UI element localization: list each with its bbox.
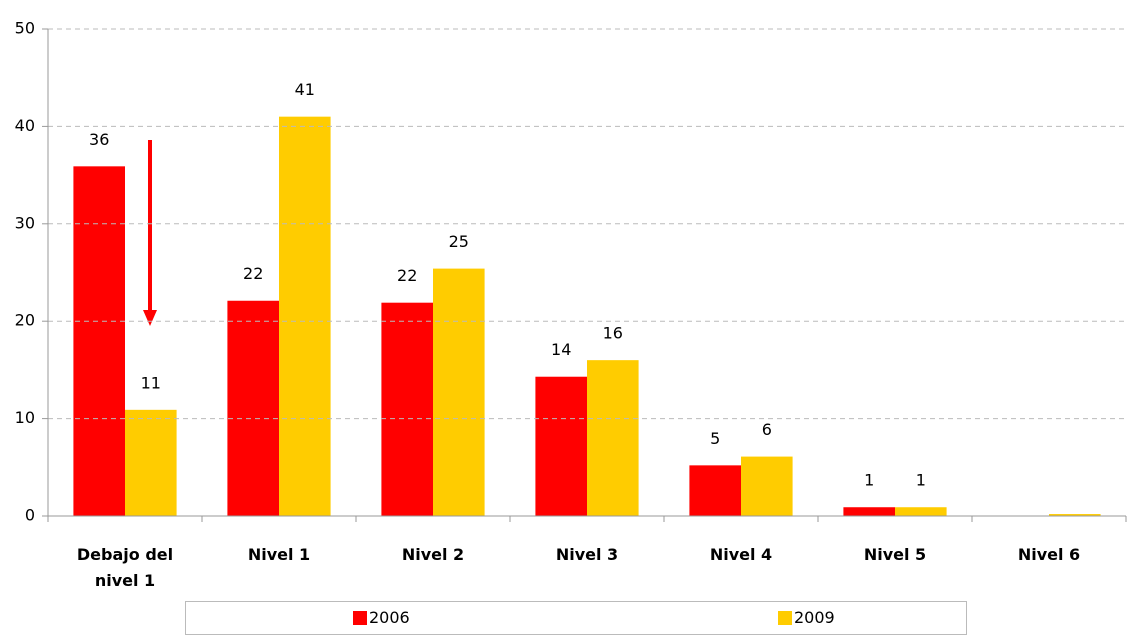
data-label: 14: [551, 340, 571, 359]
data-label: 16: [603, 324, 623, 343]
data-label: 1: [864, 471, 874, 490]
data-label: 25: [449, 232, 469, 251]
y-tick-label: 10: [15, 408, 35, 427]
legend-item: 2009: [778, 610, 835, 626]
bar: [895, 507, 947, 516]
x-tick-label: Nivel 1: [247, 545, 311, 564]
y-tick-label: 0: [25, 506, 35, 525]
bars: [73, 116, 1101, 517]
data-label: 11: [141, 373, 161, 392]
y-tick-label: 40: [15, 116, 35, 135]
y-tick-label: 30: [15, 213, 35, 232]
x-tick-label: Nivel 4: [709, 545, 773, 564]
bar: [741, 456, 793, 516]
y-tick-label: 20: [15, 311, 35, 330]
x-tick-label: Nivel 3: [555, 545, 619, 564]
data-label: 6: [762, 420, 772, 439]
x-tick-label: Debajo del nivel 1: [76, 545, 174, 590]
bar: [1049, 514, 1101, 516]
legend-swatch: [778, 611, 792, 625]
bar: [535, 376, 587, 516]
legend-label: 2006: [369, 608, 410, 627]
bar: [689, 465, 741, 516]
data-label: 5: [710, 429, 720, 448]
legend: 2006 2009: [185, 601, 967, 635]
data-label: 22: [243, 264, 263, 283]
legend-label: 2009: [794, 608, 835, 627]
legend-item: 2006: [353, 610, 410, 626]
data-label: 41: [295, 80, 315, 99]
y-tick-label: 50: [15, 19, 35, 38]
x-tick-label: Nivel 2: [401, 545, 465, 564]
data-label: 22: [397, 266, 417, 285]
x-tick-label: Nivel 6: [1017, 545, 1081, 564]
legend-swatch: [353, 611, 367, 625]
data-label: 36: [89, 130, 109, 149]
x-tick-label: Nivel 5: [863, 545, 927, 564]
bar: [433, 268, 485, 516]
bar: [227, 300, 279, 516]
data-label: 1: [916, 471, 926, 490]
bar: [381, 302, 433, 516]
bar: [73, 166, 125, 517]
bar: [587, 360, 639, 516]
bar: [843, 507, 895, 516]
arrow-head: [143, 310, 157, 326]
bar: [279, 116, 331, 516]
bar: [125, 409, 177, 516]
